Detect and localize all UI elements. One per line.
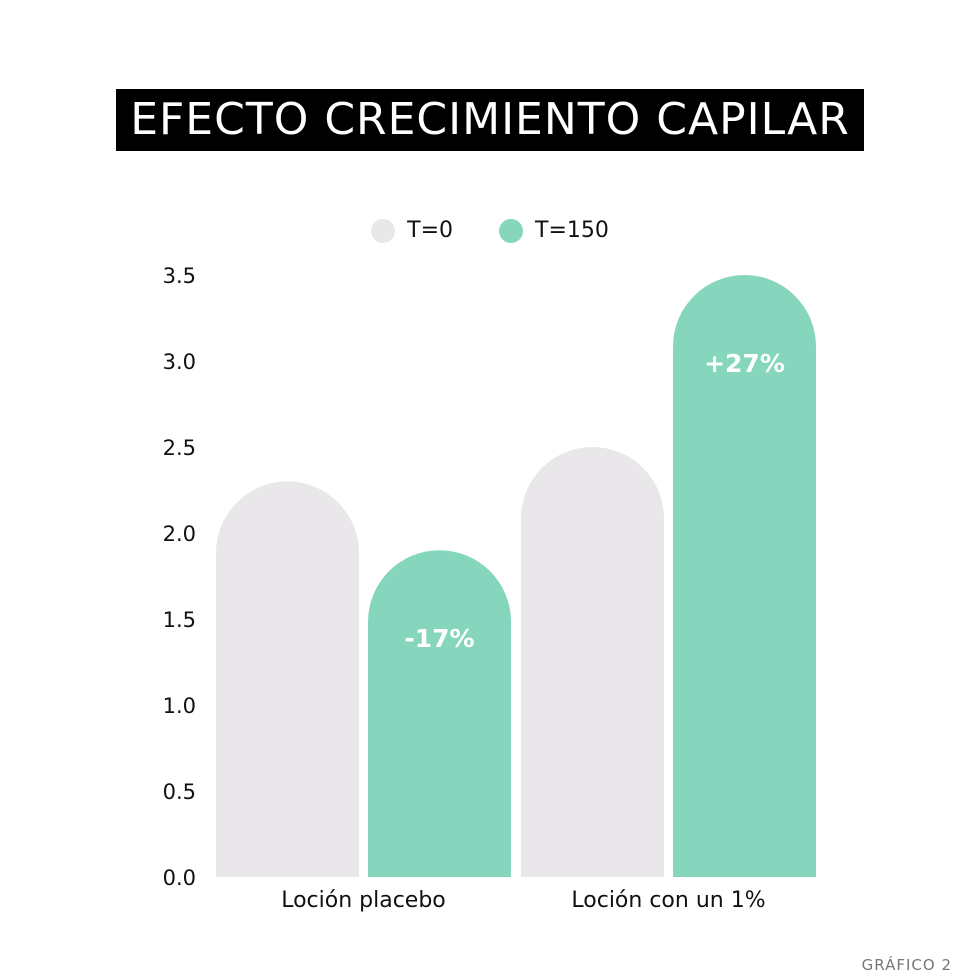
y-tick-label: 3.0	[163, 350, 196, 374]
y-tick-label: 1.0	[163, 694, 196, 718]
figure-caption: GRÁFICO 2	[861, 956, 952, 974]
bar-t0	[521, 447, 664, 877]
y-tick-label: 1.5	[163, 608, 196, 632]
legend-item-t0: T=0	[371, 218, 453, 243]
chart-title: EFECTO CRECIMIENTO CAPILAR	[116, 89, 864, 151]
data-label: -17%	[404, 624, 474, 653]
bar-t150	[368, 550, 511, 877]
legend-swatch-t150	[499, 218, 523, 243]
chart-legend: T=0 T=150	[0, 218, 980, 243]
title-wrapper: EFECTO CRECIMIENTO CAPILAR	[0, 89, 980, 151]
x-category-label: Loción placebo	[281, 888, 446, 913]
x-category-label: Loción con un 1%	[571, 888, 765, 913]
data-label: +27%	[704, 349, 785, 378]
y-tick-label: 0.5	[163, 780, 196, 804]
y-tick-label: 3.5	[163, 264, 196, 288]
legend-item-t150: T=150	[499, 218, 609, 243]
legend-label-t0: T=0	[407, 218, 453, 243]
legend-label-t150: T=150	[535, 218, 609, 243]
y-tick-label: 2.0	[163, 522, 196, 546]
legend-swatch-t0	[371, 218, 396, 243]
bar-t0	[216, 481, 359, 877]
bar-t150	[673, 275, 816, 877]
y-tick-label: 2.5	[163, 436, 196, 460]
y-tick-label: 0.0	[163, 866, 196, 890]
